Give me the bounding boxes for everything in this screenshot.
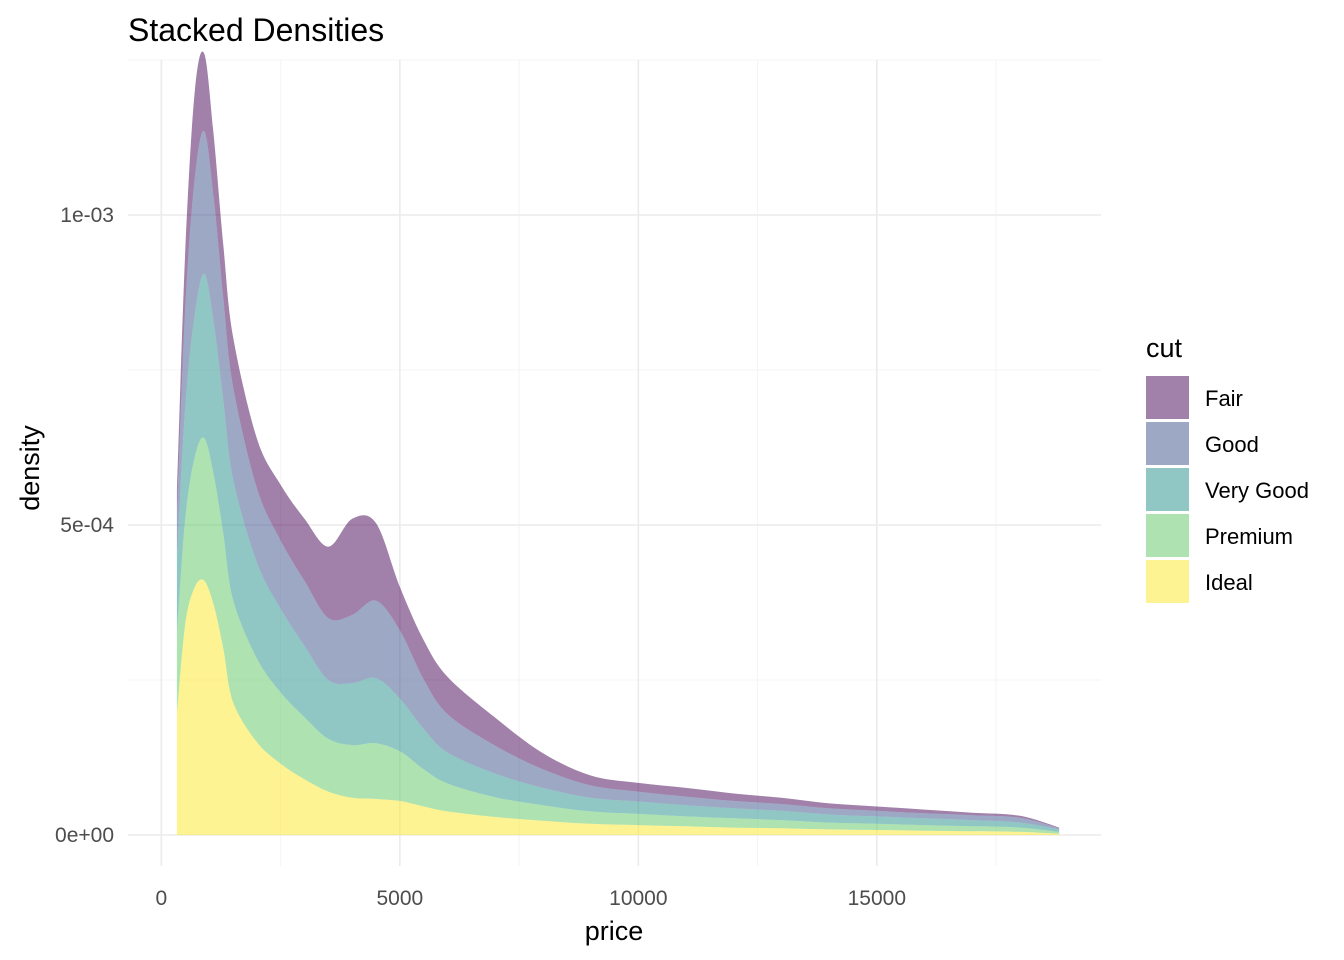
legend-label-premium: Premium (1205, 524, 1293, 549)
legend-label-ideal: Ideal (1205, 570, 1253, 595)
legend-label-very-good: Very Good (1205, 478, 1309, 503)
x-tick-label: 10000 (609, 887, 667, 910)
y-tick-label: 5e-04 (60, 514, 114, 537)
y-tick-label: 0e+00 (55, 824, 114, 847)
x-tick-label: 0 (156, 887, 168, 910)
legend-label-good: Good (1205, 432, 1259, 457)
legend-items: Fair Good Very Good Premium Ideal (1146, 376, 1309, 603)
plot-areas (176, 51, 1060, 835)
x-tick-label: 15000 (848, 887, 906, 910)
area-ideal (176, 579, 1060, 835)
axes: 0 5000 10000 15000 0e+00 5e-04 1e-03 (55, 204, 906, 910)
chart-title: Stacked Densities (128, 12, 384, 48)
legend: cut Fair Good Very Good Premium Ideal (1146, 333, 1309, 603)
legend-key-good (1146, 422, 1189, 465)
legend-key-very-good (1146, 468, 1189, 511)
legend-label-fair: Fair (1205, 386, 1243, 411)
legend-key-premium (1146, 514, 1189, 557)
area-good (176, 130, 1060, 830)
legend-key-ideal (1146, 560, 1189, 603)
legend-title: cut (1146, 333, 1183, 363)
x-axis-title: price (585, 916, 644, 946)
y-tick-label: 1e-03 (60, 204, 114, 227)
legend-key-fair (1146, 376, 1189, 419)
x-tick-label: 5000 (377, 887, 424, 910)
y-axis-title: density (15, 425, 45, 511)
